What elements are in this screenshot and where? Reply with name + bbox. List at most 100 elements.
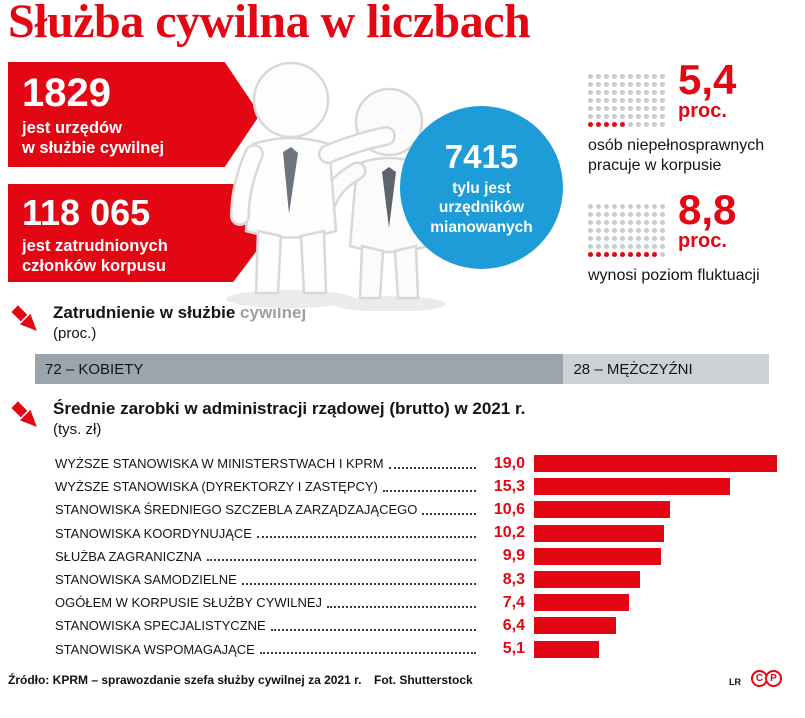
salary-row-label: WYŻSZE STANOWISKA (DYREKTORZY I ZASTĘPCY… (55, 479, 378, 495)
disabled-dot-row: 5,4 proc. (588, 56, 802, 127)
salary-bar (534, 501, 670, 519)
salary-row-label: OGÓŁEM W KORPUSIE SŁUŻBY CYWILNEJ (55, 595, 323, 611)
gray-dot (620, 106, 625, 111)
author-initials: LR (729, 677, 741, 687)
gray-dot (604, 98, 609, 103)
gray-dot (636, 90, 641, 95)
disabled-percent-desc: osób niepełnosprawnych pracuje w korpusi… (588, 137, 765, 174)
source-credit: Źródło: KPRM – sprawozdanie szefa służby… (8, 673, 362, 687)
dotted-leader (241, 582, 476, 585)
salary-row: STANOWISKA ŚREDNIEGO SZCZEBLA ZARZĄDZAJĄ… (55, 498, 777, 521)
salary-row: STANOWISKA SPECJALISTYCZNE 6,4 (55, 614, 777, 637)
disabled-percent-unit: proc. (678, 99, 727, 122)
gray-dot (612, 236, 617, 241)
gray-dot (620, 212, 625, 217)
gray-dot (612, 220, 617, 225)
gray-dot (644, 220, 649, 225)
disabled-value-block: 5,4 proc. (678, 56, 737, 123)
gray-dot (588, 244, 593, 249)
gray-dot (612, 82, 617, 87)
disabled-percent-value: 5,4 (678, 56, 737, 103)
gray-dot (628, 236, 633, 241)
salary-row-value: 10,2 (493, 524, 525, 542)
salary-row: STANOWISKA SAMODZIELNE 8,3 (55, 568, 777, 591)
gray-dot (652, 236, 657, 241)
gray-dot (660, 228, 665, 233)
gray-dot (636, 204, 641, 209)
gray-dot (660, 114, 665, 119)
gray-dot (612, 74, 617, 79)
red-dot (620, 252, 625, 257)
gray-dot (604, 212, 609, 217)
gray-dot (588, 220, 593, 225)
red-arrow-icon (11, 401, 37, 427)
gray-dot (636, 220, 641, 225)
salaries-section-header: Średnie zarobki w administracji rządowej… (10, 399, 525, 438)
gray-dot (644, 114, 649, 119)
gray-dot (620, 204, 625, 209)
dot-grid-fluctuation (588, 204, 665, 257)
gray-dot (596, 82, 601, 87)
dotted-leader (206, 559, 476, 562)
gray-dot (644, 212, 649, 217)
dot-grid-disabled (588, 74, 665, 127)
gray-dot (652, 90, 657, 95)
gray-dot (636, 244, 641, 249)
gray-dot (604, 204, 609, 209)
salary-row: SŁUŻBA ZAGRANICZNA 9,9 (55, 545, 777, 568)
gray-dot (620, 82, 625, 87)
salary-bar-chart: WYŻSZE STANOWISKA W MINISTERSTWACH I KPR… (55, 452, 777, 661)
stat-offices-ribbon: 1829 jest urzędów w służbie cywilnej (8, 62, 260, 167)
gray-dot (588, 98, 593, 103)
red-dot (596, 252, 601, 257)
gray-dot (604, 106, 609, 111)
gray-dot (604, 220, 609, 225)
gray-dot (644, 236, 649, 241)
gray-dot (636, 106, 641, 111)
gray-dot (620, 74, 625, 79)
gray-dot (636, 122, 641, 127)
salary-bar-track (534, 547, 777, 565)
women-label: 72 – KOBIETY (45, 360, 144, 378)
gray-dot (660, 252, 665, 257)
stat-members-value: 118 065 (22, 192, 151, 233)
gray-dot (612, 228, 617, 233)
salary-bar-track (534, 594, 777, 612)
gray-dot (588, 212, 593, 217)
gray-dot (636, 74, 641, 79)
gray-dot (620, 244, 625, 249)
gray-dot (644, 74, 649, 79)
gray-dot (644, 204, 649, 209)
gray-dot (604, 82, 609, 87)
gray-dot (596, 106, 601, 111)
red-dot (604, 122, 609, 127)
gray-dot (612, 204, 617, 209)
salary-bar (534, 594, 629, 612)
salary-row-value: 6,4 (502, 616, 525, 634)
gray-dot (636, 236, 641, 241)
gray-dot (612, 212, 617, 217)
stat-members-label: jest zatrudnionych członków korpusu (22, 236, 168, 275)
salary-bar (534, 571, 641, 589)
salary-row-label: STANOWISKA SPECJALISTYCZNE (55, 618, 266, 634)
salary-bar (534, 640, 600, 658)
gray-dot (596, 98, 601, 103)
gray-dot (588, 90, 593, 95)
gray-dot (636, 82, 641, 87)
red-dot (644, 252, 649, 257)
salary-row: STANOWISKA KOORDYNUJĄCE 10,2 (55, 522, 777, 545)
salary-row-label: STANOWISKA KOORDYNUJĄCE (55, 525, 252, 541)
salary-row-label: STANOWISKA SAMODZIELNE (55, 572, 237, 588)
gray-dot (604, 244, 609, 249)
gray-dot (652, 204, 657, 209)
red-arrow-icon (11, 305, 37, 331)
gray-dot (644, 90, 649, 95)
gray-dot (644, 244, 649, 249)
salary-bar (534, 478, 730, 496)
gray-dot (620, 114, 625, 119)
gray-dot (652, 220, 657, 225)
salary-row-value: 7,4 (502, 593, 525, 611)
red-dot (612, 252, 617, 257)
gray-dot (596, 74, 601, 79)
fluctuation-percent-unit: proc. (678, 229, 727, 252)
